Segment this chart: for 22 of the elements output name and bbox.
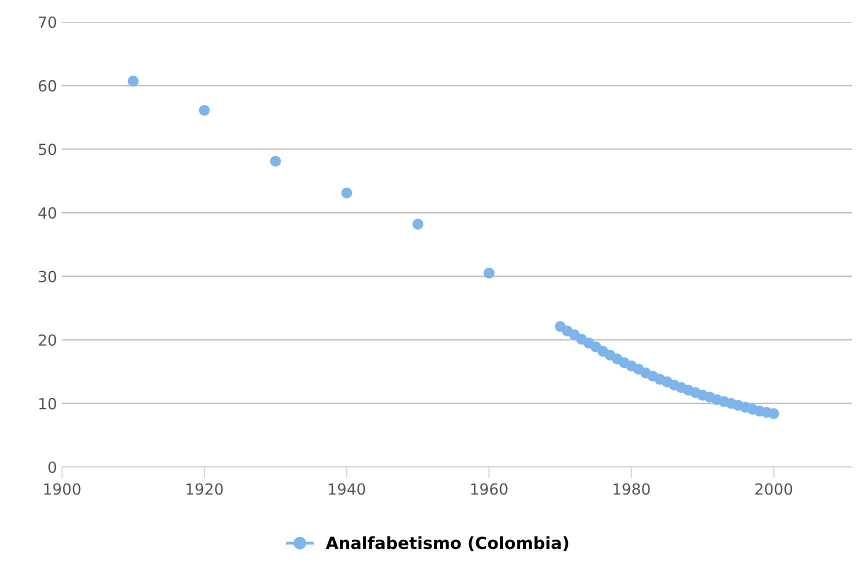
y-tick-label: 60 [38, 80, 56, 92]
point [768, 408, 780, 419]
y-tick-label: 50 [38, 144, 56, 156]
y-tick-label: 30 [38, 270, 56, 282]
x-tick-label: 2000 [755, 483, 792, 495]
x-tick-label: 1920 [186, 483, 223, 495]
point [341, 188, 352, 198]
x-tick-label: 1980 [614, 483, 650, 495]
point [128, 76, 139, 86]
y-tick-label: 70 [38, 16, 56, 28]
x-tick-label: 1960 [471, 483, 508, 495]
point [412, 218, 424, 230]
point [270, 156, 281, 167]
legend-label: Analfabetismo (Colombia) [326, 536, 568, 552]
point [484, 268, 494, 278]
y-tick-label: 0 [48, 461, 56, 474]
y-tick-label: 40 [38, 207, 56, 219]
x-tick-label: 1900 [44, 483, 80, 495]
y-tick-label: 10 [39, 398, 56, 410]
y-tick-label: 20 [38, 334, 56, 346]
x-tick-label: 1940 [328, 483, 366, 495]
point [198, 104, 210, 116]
